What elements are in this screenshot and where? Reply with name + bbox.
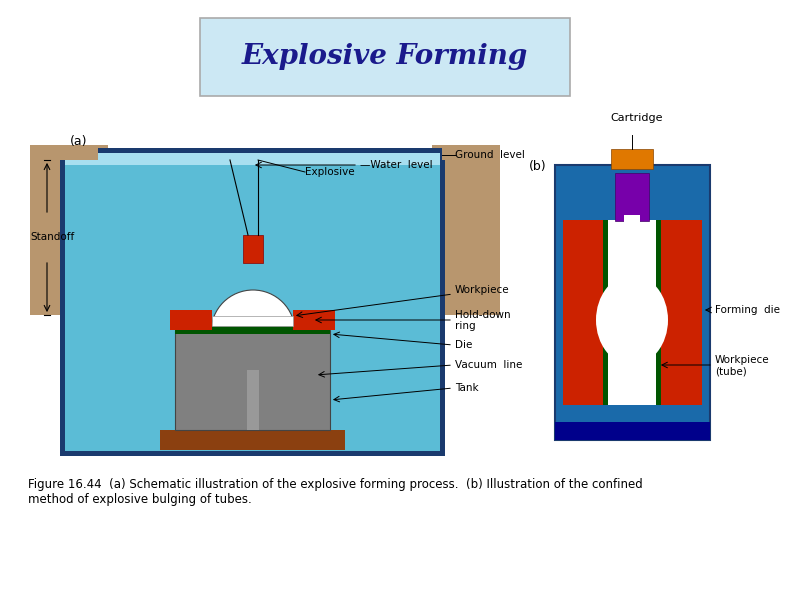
Bar [555, 422, 710, 440]
Text: Tank: Tank [455, 383, 479, 393]
Text: Cartridge: Cartridge [611, 113, 663, 123]
Bar [432, 145, 500, 167]
Bar [212, 316, 293, 326]
Text: (b): (b) [530, 160, 547, 173]
Text: Explosive Forming: Explosive Forming [242, 43, 528, 70]
Bar [175, 326, 330, 334]
Text: Die: Die [455, 340, 472, 350]
Text: method of explosive bulging of tubes.: method of explosive bulging of tubes. [28, 493, 252, 506]
Text: Standoff: Standoff [30, 232, 75, 242]
Bar [555, 165, 710, 440]
Text: Workpiece: Workpiece [455, 285, 510, 295]
Text: Forming  die: Forming die [715, 305, 780, 315]
Bar [615, 173, 649, 221]
Bar [30, 148, 98, 160]
Text: Explosive: Explosive [305, 167, 355, 177]
Bar [442, 150, 500, 315]
Bar [657, 220, 702, 405]
Bar [160, 430, 345, 450]
Text: Workpiece: Workpiece [715, 355, 769, 365]
Bar [30, 150, 98, 315]
Text: (a): (a) [70, 135, 87, 148]
Bar [175, 330, 330, 430]
Text: (tube): (tube) [715, 367, 746, 377]
Bar [200, 18, 570, 96]
Bar [624, 215, 640, 225]
Text: ring: ring [455, 321, 476, 331]
Bar [293, 310, 335, 330]
Bar [606, 220, 658, 405]
Bar [65, 153, 440, 451]
Text: Ground  level: Ground level [455, 150, 525, 160]
Ellipse shape [596, 275, 668, 365]
Bar [442, 148, 500, 160]
Bar [170, 310, 212, 330]
Text: Vacuum  line: Vacuum line [455, 360, 522, 370]
Bar [563, 220, 608, 405]
Bar [611, 149, 653, 169]
Bar [65, 153, 440, 165]
Text: Hold-down: Hold-down [455, 310, 511, 320]
Bar [30, 145, 108, 167]
Bar [656, 220, 661, 405]
Bar [603, 220, 608, 405]
Bar [60, 148, 445, 456]
Text: Figure 16.44  (a) Schematic illustration of the explosive forming process.  (b) : Figure 16.44 (a) Schematic illustration … [28, 478, 643, 491]
Bar [243, 235, 263, 263]
Text: —Water  level: —Water level [360, 160, 433, 170]
Wedge shape [211, 290, 295, 332]
Bar [247, 370, 259, 430]
